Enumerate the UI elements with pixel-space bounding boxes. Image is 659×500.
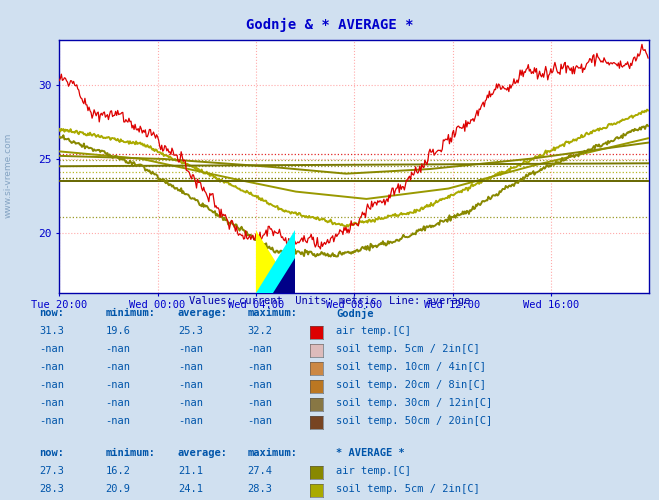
Text: air temp.[C]: air temp.[C] [336, 326, 411, 336]
Text: -nan: -nan [178, 344, 203, 353]
Text: now:: now: [40, 448, 65, 458]
Text: 28.3: 28.3 [40, 484, 65, 494]
Text: -nan: -nan [178, 416, 203, 426]
Text: -nan: -nan [247, 416, 272, 426]
Text: -nan: -nan [247, 344, 272, 353]
Text: -nan: -nan [40, 380, 65, 390]
Text: 21.1: 21.1 [178, 466, 203, 476]
Text: now:: now: [40, 308, 65, 318]
Text: 25.3: 25.3 [178, 326, 203, 336]
Text: minimum:: minimum: [105, 448, 156, 458]
Text: average:: average: [178, 448, 228, 458]
Text: -nan: -nan [105, 380, 130, 390]
Text: -nan: -nan [40, 362, 65, 372]
Text: 27.4: 27.4 [247, 466, 272, 476]
Text: soil temp. 5cm / 2in[C]: soil temp. 5cm / 2in[C] [336, 344, 480, 353]
Text: -nan: -nan [105, 416, 130, 426]
Text: soil temp. 50cm / 20in[C]: soil temp. 50cm / 20in[C] [336, 416, 492, 426]
Text: 20.9: 20.9 [105, 484, 130, 494]
Text: 28.3: 28.3 [247, 484, 272, 494]
Text: soil temp. 10cm / 4in[C]: soil temp. 10cm / 4in[C] [336, 362, 486, 372]
Text: -nan: -nan [178, 362, 203, 372]
Text: * AVERAGE *: * AVERAGE * [336, 448, 405, 458]
Text: -nan: -nan [247, 380, 272, 390]
Text: maximum:: maximum: [247, 448, 297, 458]
Text: -nan: -nan [105, 362, 130, 372]
Text: average:: average: [178, 308, 228, 318]
Text: 32.2: 32.2 [247, 326, 272, 336]
Text: maximum:: maximum: [247, 308, 297, 318]
Polygon shape [256, 230, 295, 292]
Text: -nan: -nan [178, 380, 203, 390]
Text: Values: current  Units: metric  Line: average: Values: current Units: metric Line: aver… [189, 296, 470, 306]
Text: www.si-vreme.com: www.si-vreme.com [3, 132, 13, 218]
Text: -nan: -nan [105, 398, 130, 407]
Text: Godnje: Godnje [336, 308, 374, 318]
Polygon shape [273, 258, 295, 292]
Text: soil temp. 20cm / 8in[C]: soil temp. 20cm / 8in[C] [336, 380, 486, 390]
Text: soil temp. 30cm / 12in[C]: soil temp. 30cm / 12in[C] [336, 398, 492, 407]
Text: 19.6: 19.6 [105, 326, 130, 336]
Text: Godnje & * AVERAGE *: Godnje & * AVERAGE * [246, 18, 413, 32]
Text: -nan: -nan [247, 362, 272, 372]
Text: soil temp. 5cm / 2in[C]: soil temp. 5cm / 2in[C] [336, 484, 480, 494]
Text: -nan: -nan [40, 398, 65, 407]
Text: 16.2: 16.2 [105, 466, 130, 476]
Text: -nan: -nan [40, 344, 65, 353]
Text: -nan: -nan [178, 398, 203, 407]
Text: 31.3: 31.3 [40, 326, 65, 336]
Text: minimum:: minimum: [105, 308, 156, 318]
Text: air temp.[C]: air temp.[C] [336, 466, 411, 476]
Text: 27.3: 27.3 [40, 466, 65, 476]
Polygon shape [256, 230, 295, 292]
Text: -nan: -nan [105, 344, 130, 353]
Text: -nan: -nan [247, 398, 272, 407]
Text: 24.1: 24.1 [178, 484, 203, 494]
Text: -nan: -nan [40, 416, 65, 426]
